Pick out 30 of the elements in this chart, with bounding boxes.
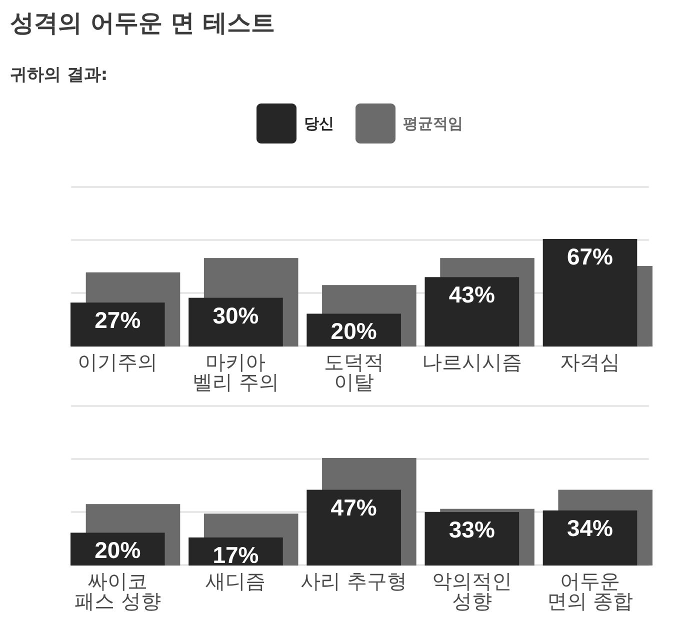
data-label: 67% — [566, 243, 614, 270]
x-tick-label: 사리 추구형 — [300, 569, 408, 593]
chart-subtitle: 귀하의 결과: — [10, 65, 108, 85]
x-tick-label: 자격심 — [560, 350, 620, 374]
x-tick-label: 이기주의 — [78, 350, 158, 374]
data-label: 30% — [212, 302, 259, 328]
chart-title: 성격의 어두운 면 테스트 — [10, 9, 276, 37]
bar — [70, 302, 165, 346]
data-label: 20% — [330, 318, 377, 344]
bar — [542, 238, 638, 346]
data-label: 47% — [330, 494, 377, 520]
bar — [424, 277, 520, 346]
data-label: 20% — [94, 537, 141, 564]
data-label: 33% — [448, 516, 495, 543]
x-tick-label: 싸이코 패스 성향 — [74, 569, 161, 613]
bar — [188, 298, 283, 346]
data-label: 27% — [94, 307, 141, 334]
x-tick-label: 나르시시즘 — [422, 350, 522, 374]
x-tick-label: 어두운 면의 종합 — [546, 569, 634, 613]
bar — [542, 510, 638, 566]
x-tick-label: 마키아 벨리 주의 — [192, 350, 279, 394]
data-label: 17% — [212, 542, 259, 568]
legend: 당신 평균적임 — [256, 104, 463, 144]
data-label: 34% — [566, 514, 614, 541]
bar — [306, 490, 401, 566]
x-tick-label: 도덕적 이탈 — [324, 350, 384, 394]
data-label: 43% — [448, 282, 495, 308]
x-tick-label: 새디즘 — [206, 569, 266, 593]
bar — [424, 512, 520, 566]
x-tick-label: 악의적인 성향 — [432, 569, 512, 613]
